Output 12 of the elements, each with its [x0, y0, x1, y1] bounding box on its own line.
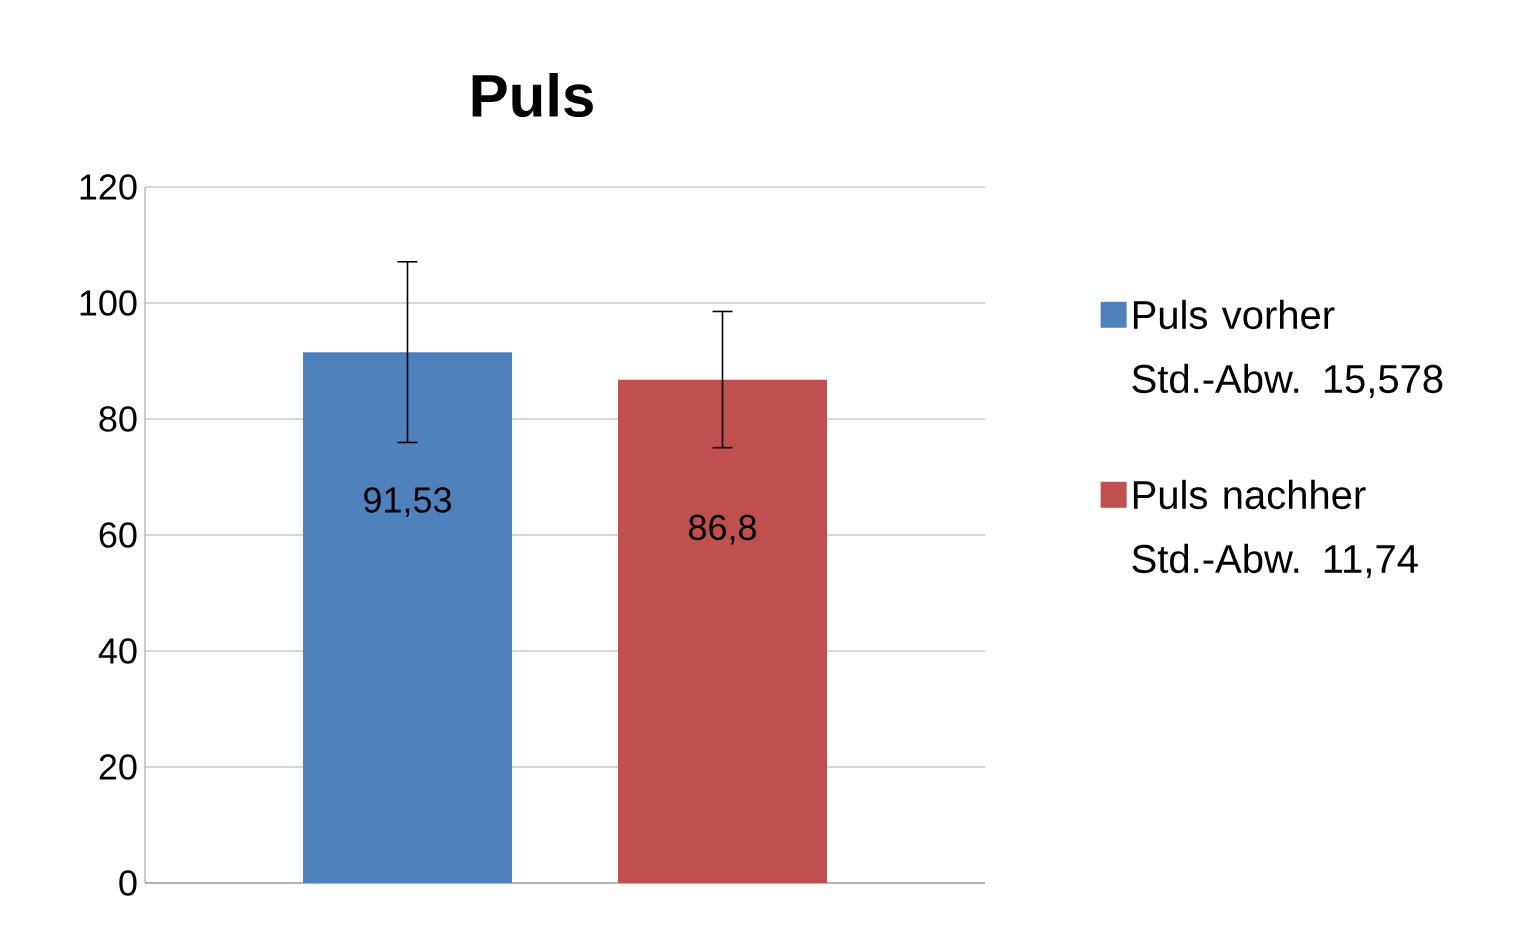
- y-tick-label: 0: [119, 870, 137, 896]
- legend-label: Puls vorher Std.-Abw. 15,578: [1132, 299, 1443, 398]
- y-tick-label: 20: [99, 754, 137, 780]
- y-tick-label: 120: [80, 174, 137, 200]
- y-tick-label: 80: [99, 406, 137, 432]
- y-tick-label: 100: [80, 290, 137, 316]
- y-tick-label: 60: [99, 522, 137, 548]
- data-label: 86,8: [689, 514, 756, 545]
- chart-title: Puls: [472, 72, 593, 118]
- y-tick-label: 40: [98, 638, 137, 664]
- data-label: 91,53: [364, 487, 451, 517]
- legend-label: Puls nachher Std.-Abw. 11,74: [1132, 479, 1418, 578]
